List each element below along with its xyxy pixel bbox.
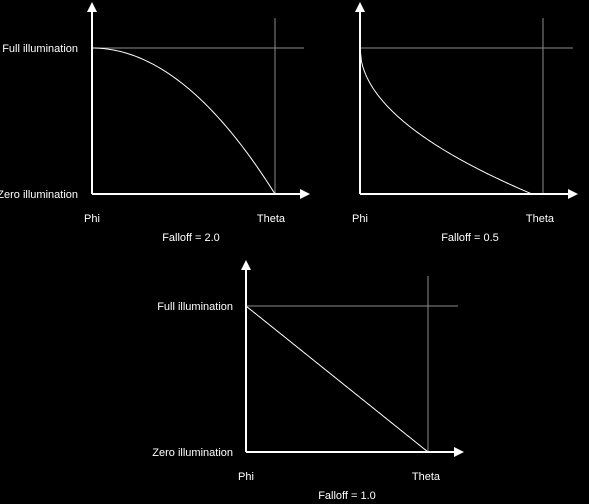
x-label-theta: Theta xyxy=(526,213,555,225)
x-axis-arrow xyxy=(300,189,310,199)
y-axis-arrow xyxy=(87,2,97,12)
x-axis-arrow xyxy=(454,447,464,457)
x-axis-arrow xyxy=(568,189,578,199)
y-label-full: Full illumination xyxy=(2,43,78,55)
chart-falloff-1: Full illumination Zero illumination Phi … xyxy=(152,260,464,502)
x-label-phi: Phi xyxy=(84,213,100,225)
x-label-phi: Phi xyxy=(352,213,368,225)
falloff-curve xyxy=(91,47,276,195)
x-label-phi: Phi xyxy=(238,471,254,483)
y-label-zero: Zero illumination xyxy=(152,447,233,459)
y-axis-arrow xyxy=(241,260,251,270)
falloff-curve xyxy=(245,305,429,453)
y-axis-arrow xyxy=(355,2,365,12)
y-label-zero: Zero illumination xyxy=(0,189,78,201)
y-label-full: Full illumination xyxy=(157,301,233,313)
chart-title: Falloff = 0.5 xyxy=(441,232,499,244)
falloff-curve xyxy=(359,47,533,195)
chart-falloff-2: Full illumination Zero illumination Phi … xyxy=(0,2,310,244)
chart-falloff-0-5: Phi Theta Falloff = 0.5 xyxy=(352,2,578,244)
x-label-theta: Theta xyxy=(257,213,286,225)
x-label-theta: Theta xyxy=(412,471,441,483)
chart-title: Falloff = 2.0 xyxy=(162,232,220,244)
chart-title: Falloff = 1.0 xyxy=(318,490,376,502)
